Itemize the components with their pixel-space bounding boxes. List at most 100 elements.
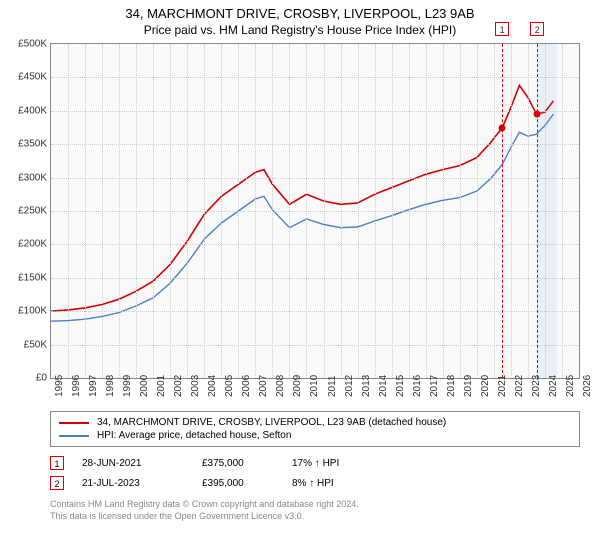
x-axis-label: 1995 bbox=[54, 375, 65, 397]
x-axis-label: 2017 bbox=[429, 375, 440, 397]
chart-plot-area: £0£50K£100K£150K£200K£250K£300K£350K£400… bbox=[50, 43, 580, 379]
sale-date: 28-JUN-2021 bbox=[82, 458, 202, 469]
x-axis-label: 2009 bbox=[292, 375, 303, 397]
gridline-vertical bbox=[272, 44, 273, 378]
gridline-vertical bbox=[136, 44, 137, 378]
gridline-vertical bbox=[392, 44, 393, 378]
gridline-vertical bbox=[460, 44, 461, 378]
x-axis-label: 2020 bbox=[480, 375, 491, 397]
sales-list: 1 28-JUN-2021£375,00017% ↑ HPI 2 21-JUL-202… bbox=[50, 453, 580, 493]
gridline-horizontal bbox=[51, 311, 579, 312]
x-axis-label: 2025 bbox=[565, 375, 576, 397]
sale-delta: 8% ↑ HPI bbox=[292, 478, 334, 489]
gridline-vertical bbox=[341, 44, 342, 378]
x-axis-label: 2021 bbox=[497, 375, 508, 397]
gridline-vertical bbox=[68, 44, 69, 378]
gridline-horizontal bbox=[51, 244, 579, 245]
x-axis-label: 2004 bbox=[207, 375, 218, 397]
gridline-vertical bbox=[528, 44, 529, 378]
gridline-vertical bbox=[562, 44, 563, 378]
x-axis-label: 2016 bbox=[412, 375, 423, 397]
gridline-horizontal bbox=[51, 144, 579, 145]
sale-price: £375,000 bbox=[202, 458, 292, 469]
gridline-vertical bbox=[255, 44, 256, 378]
gridline-horizontal bbox=[51, 178, 579, 179]
gridline-vertical bbox=[85, 44, 86, 378]
legend-label: HPI: Average price, detached house, Seft… bbox=[97, 430, 291, 441]
gridline-vertical bbox=[204, 44, 205, 378]
x-axis-label: 2007 bbox=[258, 375, 269, 397]
x-axis-label: 2022 bbox=[514, 375, 525, 397]
gridline-vertical bbox=[477, 44, 478, 378]
gridline-vertical bbox=[119, 44, 120, 378]
sale-point-dot bbox=[499, 124, 506, 131]
sale-marker-line bbox=[502, 44, 503, 378]
y-axis-label: £300K bbox=[3, 172, 47, 183]
y-axis-label: £150K bbox=[3, 272, 47, 283]
sale-row: 1 28-JUN-2021£375,00017% ↑ HPI bbox=[50, 453, 580, 473]
footer-line-2: This data is licensed under the Open Gov… bbox=[50, 511, 580, 523]
highlight-band bbox=[537, 44, 557, 378]
x-axis-label: 2023 bbox=[531, 375, 542, 397]
y-axis-label: £250K bbox=[3, 206, 47, 217]
x-axis-label: 2011 bbox=[327, 375, 338, 397]
chart-title: 34, MARCHMONT DRIVE, CROSBY, LIVERPOOL, … bbox=[0, 0, 600, 21]
gridline-vertical bbox=[153, 44, 154, 378]
gridline-horizontal bbox=[51, 111, 579, 112]
x-axis-label: 2002 bbox=[173, 375, 184, 397]
legend-row: 34, MARCHMONT DRIVE, CROSBY, LIVERPOOL, … bbox=[59, 416, 571, 429]
sale-row: 2 21-JUL-2023£395,0008% ↑ HPI bbox=[50, 473, 580, 493]
gridline-vertical bbox=[494, 44, 495, 378]
x-axis-label: 2003 bbox=[190, 375, 201, 397]
gridline-vertical bbox=[511, 44, 512, 378]
chart-container: 34, MARCHMONT DRIVE, CROSBY, LIVERPOOL, … bbox=[0, 0, 600, 560]
x-axis-label: 2000 bbox=[139, 375, 150, 397]
gridline-horizontal bbox=[51, 77, 579, 78]
y-axis-label: £100K bbox=[3, 306, 47, 317]
sale-index-box: 1 bbox=[50, 456, 64, 470]
sale-marker-box: 2 bbox=[530, 22, 544, 36]
x-axis-label: 1996 bbox=[71, 375, 82, 397]
x-axis-label: 2015 bbox=[395, 375, 406, 397]
sale-marker-line bbox=[537, 44, 538, 378]
gridline-vertical bbox=[426, 44, 427, 378]
x-axis-label: 2014 bbox=[378, 375, 389, 397]
gridline-vertical bbox=[187, 44, 188, 378]
gridline-horizontal bbox=[51, 345, 579, 346]
x-axis-label: 1997 bbox=[88, 375, 99, 397]
x-axis-label: 2008 bbox=[275, 375, 286, 397]
sale-delta: 17% ↑ HPI bbox=[292, 458, 339, 469]
y-axis-label: £50K bbox=[3, 339, 47, 350]
gridline-vertical bbox=[170, 44, 171, 378]
footer-text: Contains HM Land Registry data © Crown c… bbox=[50, 499, 580, 522]
x-axis-label: 2024 bbox=[548, 375, 559, 397]
sale-marker-box: 1 bbox=[495, 22, 509, 36]
gridline-vertical bbox=[324, 44, 325, 378]
y-axis-label: £200K bbox=[3, 239, 47, 250]
y-axis-label: £400K bbox=[3, 105, 47, 116]
gridline-vertical bbox=[358, 44, 359, 378]
gridline-horizontal bbox=[51, 211, 579, 212]
x-axis-label: 2012 bbox=[344, 375, 355, 397]
y-axis-label: £500K bbox=[3, 39, 47, 50]
legend-swatch bbox=[59, 435, 89, 437]
gridline-vertical bbox=[443, 44, 444, 378]
sale-date: 21-JUL-2023 bbox=[82, 478, 202, 489]
sale-index-box: 2 bbox=[50, 476, 64, 490]
x-axis-label: 2006 bbox=[241, 375, 252, 397]
footer-line-1: Contains HM Land Registry data © Crown c… bbox=[50, 499, 580, 511]
x-axis-label: 2005 bbox=[224, 375, 235, 397]
x-axis-label: 1999 bbox=[122, 375, 133, 397]
sale-point-dot bbox=[534, 111, 541, 118]
gridline-horizontal bbox=[51, 278, 579, 279]
x-axis-label: 2001 bbox=[156, 375, 167, 397]
legend-label: 34, MARCHMONT DRIVE, CROSBY, LIVERPOOL, … bbox=[97, 417, 446, 428]
legend-box: 34, MARCHMONT DRIVE, CROSBY, LIVERPOOL, … bbox=[50, 411, 580, 447]
gridline-vertical bbox=[102, 44, 103, 378]
sale-price: £395,000 bbox=[202, 478, 292, 489]
x-axis-label: 2013 bbox=[361, 375, 372, 397]
x-axis-label: 2026 bbox=[582, 375, 593, 397]
gridline-vertical bbox=[289, 44, 290, 378]
x-axis-label: 2010 bbox=[309, 375, 320, 397]
gridline-vertical bbox=[375, 44, 376, 378]
